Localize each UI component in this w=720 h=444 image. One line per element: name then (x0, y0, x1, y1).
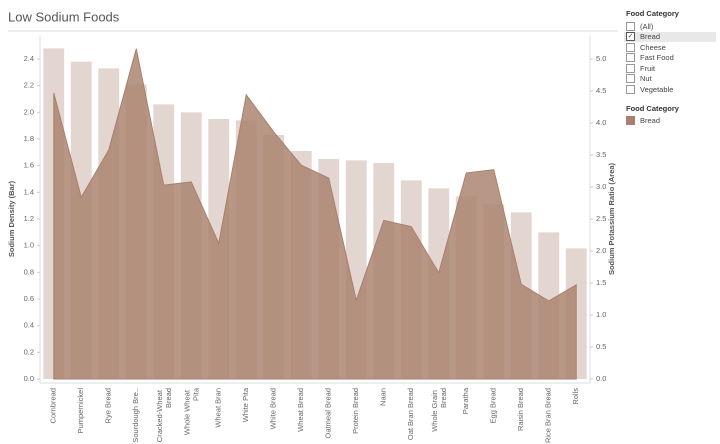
x-tick-label: Rye Bread (104, 388, 113, 423)
checkbox[interactable] (626, 74, 635, 84)
y-tick-label: 1.4 (24, 187, 34, 196)
legend-title: Food Category (626, 103, 679, 113)
y2-tick-label: 4.0 (596, 118, 606, 127)
y2-tick-label: 2.5 (596, 214, 606, 223)
side-panel: Food Category (All) ✓ Bread Cheese Fast Food… (624, 6, 716, 126)
checkbox[interactable] (626, 63, 635, 73)
y-tick-label: 1.2 (24, 214, 34, 223)
y2-tick-label: 2.0 (596, 246, 606, 255)
x-tick-label: Naan (379, 388, 388, 406)
filter-item[interactable]: Fast Food (624, 53, 716, 64)
legend: Bread (624, 116, 716, 127)
y-tick-label: 2.4 (24, 54, 34, 63)
checkbox[interactable] (626, 21, 635, 31)
y-tick-label: 0.4 (24, 321, 34, 330)
y2-tick-label: 3.5 (596, 150, 606, 159)
y2-tick-label: 0.0 (596, 374, 606, 383)
y2-tick-label: 3.0 (596, 182, 606, 191)
x-tick-label: Whole Wheat Pita (182, 387, 200, 435)
filter-item[interactable]: Fruit (624, 63, 716, 74)
y2-tick-label: 0.5 (596, 342, 606, 351)
checkbox[interactable] (626, 42, 635, 52)
filter-item[interactable]: Nut (624, 74, 716, 85)
x-tick-label: Pumpernickel (76, 388, 85, 434)
y2-tick-label: 4.5 (596, 86, 606, 95)
filter-item[interactable]: Vegetable (624, 84, 716, 95)
filter-label: (All) (640, 21, 654, 31)
x-tick-label: Protein Bread (351, 388, 360, 434)
y-axis-title: Sodium Density (Bar) (7, 180, 16, 257)
y-tick-label: 2.2 (24, 81, 34, 90)
y2-tick-label: 1.0 (596, 310, 606, 319)
x-tick-label: Egg Bread (489, 388, 498, 423)
y-tick-label: 0.8 (24, 267, 34, 276)
x-tick-label: Rice Bran Bread (544, 388, 553, 443)
y-tick-label: 0.0 (24, 374, 34, 383)
filter-title: Food Category (626, 9, 679, 18)
legend-swatch (626, 116, 635, 126)
y2-axis-title: Sodium Potassium Ratio (Area) (607, 162, 616, 275)
legend-item: Bread (624, 116, 716, 127)
x-tick-label: White Bread (269, 388, 278, 429)
y-tick-label: 0.2 (24, 347, 34, 356)
dashboard-title: Low Sodium Foods (8, 9, 120, 24)
checkbox[interactable] (626, 53, 635, 63)
filter-item[interactable]: (All) (624, 21, 716, 32)
y-tick-label: 1.8 (24, 134, 34, 143)
x-tick-label: Sourdough Bre.. (131, 388, 140, 443)
filter-label: Cheese (640, 42, 666, 52)
filter-label: Fast Food (640, 53, 674, 63)
x-tick-label: Raisin Bread (516, 388, 525, 431)
y-tick-label: 2.0 (24, 107, 34, 116)
filter-label: Vegetable (640, 84, 674, 94)
filter-label: Nut (640, 74, 652, 84)
x-tick-label: Cracked-Wheat Bread (155, 388, 173, 442)
x-tick-label: Whole Grain Bread (430, 388, 448, 432)
filter-label: Fruit (640, 63, 655, 73)
x-tick-label: Cornbread (49, 388, 58, 423)
checkbox[interactable] (626, 84, 635, 94)
filter-item[interactable]: Cheese (624, 42, 716, 53)
chart: Low Sodium Foods 0.0 0.2 0.4 0.6 0.8 1.0 1.2 1.… (7, 9, 618, 443)
filter-list: (All) ✓ Bread Cheese Fast Food Fruit Nut Vegeta… (624, 21, 716, 95)
area (53, 48, 577, 380)
x-tick-label: White Pita (241, 387, 250, 422)
y-tick-label: 1.0 (24, 241, 34, 250)
x-tick-label: Rolls (571, 388, 580, 405)
y-tick-label: 1.6 (24, 161, 34, 170)
x-tick-label: Wheat Bran (214, 388, 223, 428)
filter-item[interactable]: ✓ Bread (624, 31, 716, 42)
x-tick-label: Paratha (461, 387, 470, 414)
x-tick-label: Oatmeal Bread (324, 388, 333, 438)
legend-label: Bread (640, 116, 661, 126)
y2-tick-label: 5.0 (596, 54, 606, 63)
checkbox[interactable]: ✓ (626, 32, 635, 42)
y-tick-label: 0.6 (24, 294, 34, 303)
x-tick-label: Wheat Bread (296, 388, 305, 432)
y2-tick-label: 1.5 (596, 278, 606, 287)
filter-label: Bread (640, 32, 661, 42)
x-tick-label: Oat Bran Bread (406, 388, 415, 440)
